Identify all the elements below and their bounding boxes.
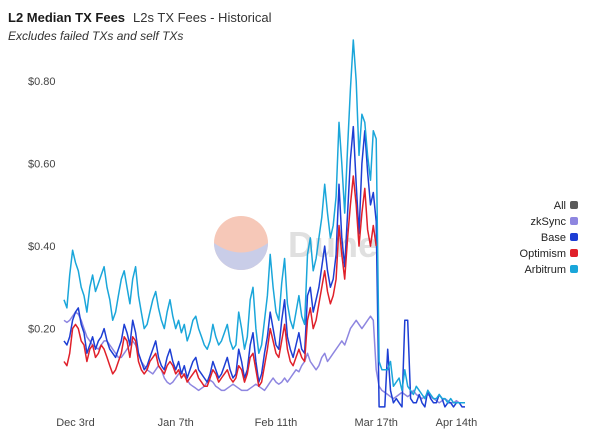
y-tick-label: $0.80 <box>28 76 56 88</box>
watermark-text: Dune <box>288 224 378 265</box>
chart-note: Excludes failed TXs and self TXs <box>8 29 184 43</box>
chart-subtitle: L2s TX Fees - Historical <box>133 10 272 25</box>
x-tick-label: Dec 3rd <box>56 417 95 429</box>
series-line-optimism <box>63 175 377 388</box>
series-line-zksync <box>63 311 465 404</box>
chart-title: L2 Median TX Fees <box>8 10 126 25</box>
series-line-base <box>63 125 465 408</box>
legend-swatch-arbitrum <box>570 265 578 273</box>
series-lines <box>63 39 465 408</box>
x-axis: Dec 3rd Jan 7th Feb 11th Mar 17th Apr 14th <box>56 417 477 429</box>
watermark-logo: Dune <box>214 216 378 270</box>
legend-label-all: All <box>554 200 566 212</box>
legend-swatch-zksync <box>570 217 578 225</box>
y-axis: $0.20 $0.40 $0.60 $0.80 <box>28 76 56 335</box>
legend-swatch-base <box>570 233 578 241</box>
legend: All zkSync Base Optimism Arbitrum <box>520 200 578 276</box>
y-tick-label: $0.20 <box>28 324 56 336</box>
series-line-arbitrum <box>63 39 465 404</box>
y-tick-label: $0.40 <box>28 241 56 253</box>
watermark-circle-lower <box>214 243 268 270</box>
x-tick-label: Apr 14th <box>436 417 478 429</box>
chart-header: L2 Median TX Fees L2s TX Fees - Historic… <box>8 10 593 43</box>
legend-label-optimism: Optimism <box>520 248 566 260</box>
x-tick-label: Mar 17th <box>354 417 397 429</box>
legend-label-base: Base <box>541 232 566 244</box>
legend-swatch-all <box>570 201 578 209</box>
y-tick-label: $0.60 <box>28 159 56 171</box>
legend-label-arbitrum: Arbitrum <box>524 264 566 276</box>
legend-swatch-optimism <box>570 249 578 257</box>
legend-label-zksync: zkSync <box>531 216 567 228</box>
x-tick-label: Jan 7th <box>158 417 194 429</box>
x-tick-label: Feb 11th <box>255 417 298 429</box>
title-row: L2 Median TX Fees L2s TX Fees - Historic… <box>8 10 593 25</box>
